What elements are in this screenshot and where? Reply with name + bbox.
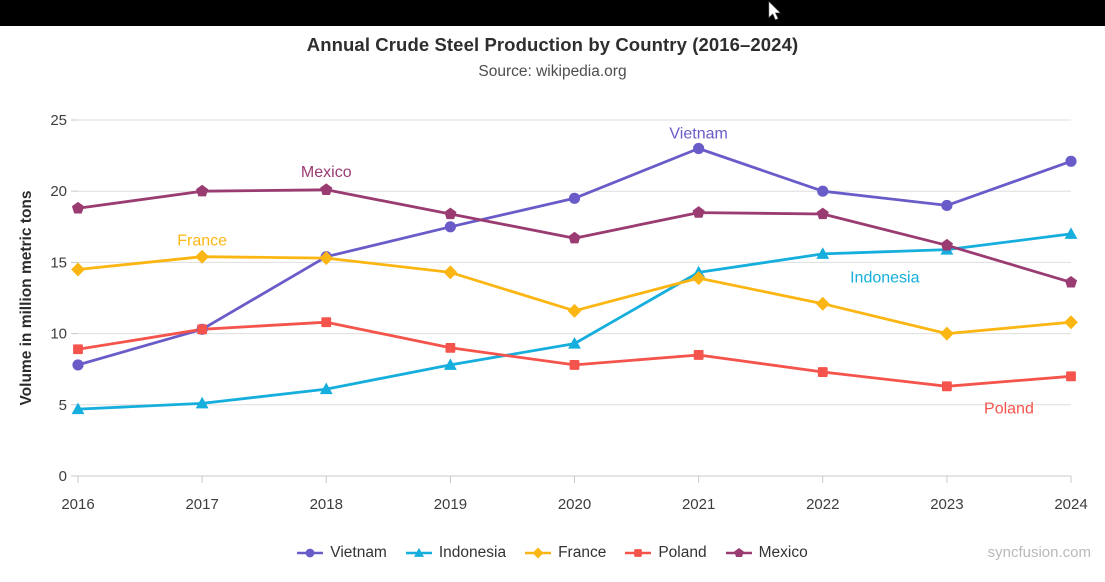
data-point-marker [319, 251, 334, 266]
chart-subtitle: Source: wikipedia.org [478, 63, 627, 80]
triangle-legend-marker-icon [405, 547, 432, 557]
data-point-marker [444, 221, 456, 233]
data-point-marker [567, 303, 582, 318]
y-tick-label: 10 [50, 326, 67, 343]
y-tick-label: 25 [50, 112, 67, 129]
series-labels: Vietnam Mexico France Indonesia Poland [177, 126, 1034, 418]
data-point-marker [413, 547, 424, 557]
data-point-marker [568, 231, 581, 244]
x-tick-label: 2024 [1054, 496, 1087, 513]
x-tick-label: 2023 [930, 496, 963, 513]
line-chart-plot: Volume in million metric tons 0 5 10 15 20 25… [18, 112, 1088, 513]
data-point-marker [321, 317, 332, 328]
legend-item-mexico[interactable]: Mexico [725, 544, 808, 562]
data-point-marker [941, 381, 952, 392]
legend-label: Vietnam [330, 544, 387, 561]
data-point-marker [1066, 371, 1076, 382]
data-point-marker [941, 199, 953, 212]
data-point-marker [443, 358, 457, 370]
series-label-france: France [177, 232, 227, 249]
data-point-marker [71, 262, 85, 277]
data-point-marker [444, 207, 457, 220]
diamond-legend-marker-icon [525, 547, 552, 559]
series-markers [71, 142, 1078, 415]
data-point-marker [692, 206, 705, 218]
data-point-marker [733, 548, 744, 558]
y-axis-title: Volume in million metric tons [18, 190, 35, 405]
legend-item-vietnam[interactable]: Vietnam [297, 544, 387, 562]
watermark: syncfusion.com [987, 544, 1091, 561]
data-point-marker [73, 344, 83, 355]
y-tick-label: 15 [50, 254, 67, 271]
series-line-poland [76, 320, 1073, 388]
series-lines [76, 147, 1073, 411]
y-tick-label: 5 [59, 397, 67, 414]
data-point-marker [939, 326, 954, 341]
data-point-marker [532, 547, 544, 559]
data-point-marker [445, 342, 456, 353]
data-point-marker [1064, 315, 1078, 330]
data-point-marker [195, 396, 209, 409]
data-point-marker [634, 549, 643, 557]
pentagon-legend-marker-icon [725, 548, 752, 558]
square-legend-marker-icon [625, 549, 652, 557]
x-tick-label: 2020 [558, 496, 591, 513]
data-point-marker [319, 382, 333, 395]
legend-item-indonesia[interactable]: Indonesia [405, 544, 507, 562]
x-tick-label: 2022 [806, 496, 839, 513]
x-tick-label: 2021 [682, 496, 715, 513]
data-point-marker [693, 142, 705, 155]
data-point-marker [197, 324, 208, 335]
data-point-marker [443, 265, 458, 280]
chart-title: Annual Crude Steel Production by Country… [306, 34, 799, 55]
data-point-marker [568, 336, 581, 349]
series-label-vietnam: Vietnam [669, 126, 727, 143]
legend-label: Mexico [758, 544, 808, 561]
axes-and-ticks: 0 5 10 15 20 25 2016 2017 2018 2019 2020 2021 2022 20… [50, 112, 1087, 513]
data-point-marker [320, 183, 333, 195]
data-point-marker [940, 238, 953, 251]
legend-label: Poland [658, 544, 707, 561]
y-tick-label: 20 [50, 183, 67, 200]
circle-legend-marker-icon [297, 548, 324, 558]
top-black-bar [0, 0, 1105, 26]
legend: Vietnam Indonesia France Poland Mexico [0, 539, 1105, 567]
data-point-marker [569, 360, 580, 370]
data-point-marker [568, 192, 581, 204]
data-point-marker [1064, 275, 1078, 288]
data-point-marker [816, 247, 830, 259]
legend-label: France [558, 544, 607, 561]
data-point-marker [196, 184, 209, 197]
x-tick-label: 2017 [185, 496, 218, 513]
legend-item-france[interactable]: France [525, 544, 606, 562]
series-label-mexico: Mexico [301, 164, 352, 181]
data-point-marker [816, 207, 829, 220]
mouse-cursor-icon [768, 1, 782, 21]
data-point-marker [1064, 227, 1078, 239]
data-point-marker [71, 201, 85, 214]
series-label-indonesia: Indonesia [850, 269, 919, 286]
data-point-marker [72, 359, 84, 371]
data-point-marker [1065, 155, 1077, 167]
legend-item-poland[interactable]: Poland [625, 544, 707, 562]
data-point-marker [815, 296, 830, 311]
x-tick-label: 2016 [61, 496, 94, 513]
series-label-poland: Poland [984, 400, 1034, 417]
y-tick-label: 0 [59, 468, 67, 485]
data-point-marker [305, 548, 315, 558]
data-point-marker [817, 367, 828, 377]
data-point-marker [817, 185, 829, 197]
data-point-marker [195, 249, 210, 264]
series-line-france [76, 255, 1073, 336]
x-tick-label: 2019 [434, 496, 467, 513]
data-point-marker [71, 402, 85, 415]
legend-label: Indonesia [438, 544, 507, 561]
data-point-marker [693, 350, 704, 360]
data-point-marker [691, 271, 706, 286]
x-tick-label: 2018 [310, 496, 343, 513]
